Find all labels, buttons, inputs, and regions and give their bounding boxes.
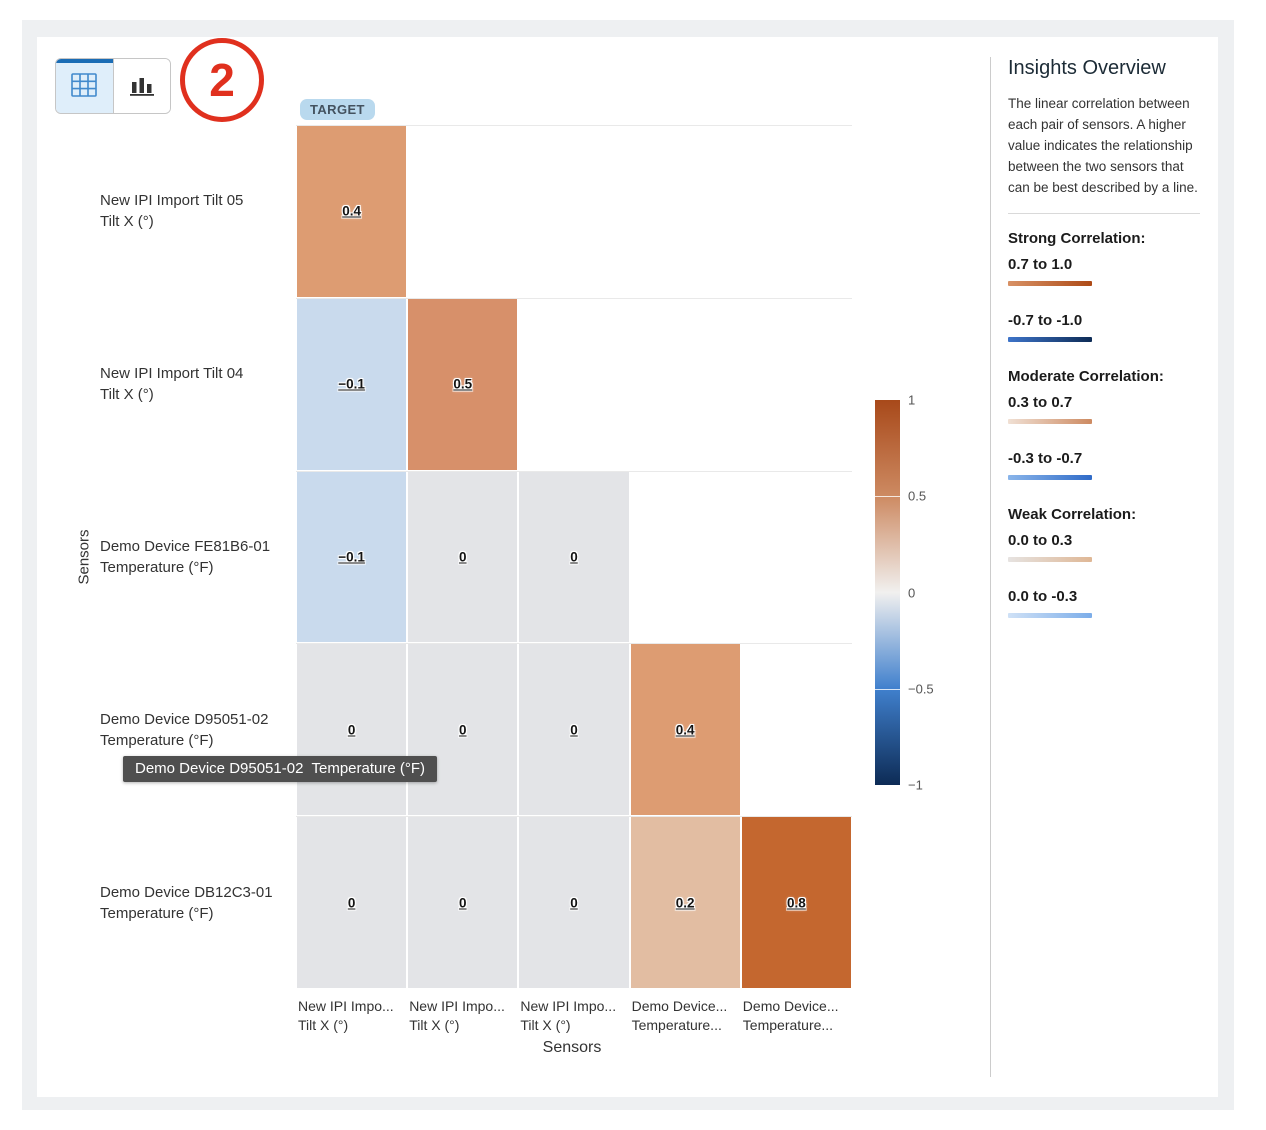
legend-gradient-bar [1008, 336, 1092, 342]
colorbar-tick-label: −1 [908, 777, 923, 793]
insights-divider [1008, 212, 1200, 214]
table-view-button[interactable] [56, 59, 114, 113]
cell-value[interactable]: 0 [347, 722, 356, 738]
row-label: Demo Device D95051-02 Temperature (°F) [100, 710, 269, 749]
colorbar-gradient [875, 400, 900, 785]
legend-heading: Moderate Correlation: [1008, 367, 1164, 385]
cell-value[interactable]: 0.4 [342, 203, 361, 219]
heatmap-cell[interactable]: 0.5 [408, 298, 518, 470]
cell-value[interactable]: 0.2 [675, 895, 695, 911]
legend-gradient-bar [1008, 612, 1092, 618]
legend-range: 0.0 to -0.3 [1008, 587, 1078, 605]
colorbar-tickline [875, 688, 900, 690]
heatmap-cell[interactable]: 0.4 [630, 644, 740, 816]
column-label: New IPI Impo... Tilt X (°) [520, 998, 617, 1033]
cell-value[interactable]: −0.1 [338, 549, 365, 565]
column-label: Demo Device... Temperature... [742, 998, 839, 1033]
colorbar-tick-label: 0.5 [908, 488, 927, 504]
step-annotation: 2 [180, 38, 264, 122]
x-axis-title: Sensors [542, 1039, 602, 1056]
heatmap-cell[interactable]: 0 [519, 644, 629, 816]
legend-gradient-bar [1008, 474, 1092, 480]
legend-gradient-bar [1008, 556, 1092, 562]
heatmap-cell[interactable]: 0 [408, 817, 518, 988]
heatmap-cell[interactable]: 0.4 [297, 126, 407, 297]
y-axis-title: Sensors [75, 529, 93, 585]
bar-chart-icon [129, 73, 155, 100]
step-number: 2 [209, 54, 235, 106]
column-label: New IPI Impo... Tilt X (°) [298, 998, 394, 1033]
hover-tooltip: Demo Device D95051-02 Temperature (°F) [123, 756, 438, 782]
row-separator [296, 816, 852, 818]
panel-divider [990, 57, 991, 1077]
cell-value[interactable]: 0 [459, 722, 467, 738]
legend-range: 0.7 to 1.0 [1008, 255, 1073, 273]
heatmap-cell[interactable]: 0 [297, 817, 407, 988]
cell-value[interactable]: 0.5 [453, 376, 473, 392]
heatmap-cell[interactable]: 0 [408, 644, 518, 816]
row-separator [296, 125, 852, 126]
heatmap-cell[interactable]: 0 [519, 817, 629, 988]
legend-heading: Weak Correlation: [1008, 505, 1137, 523]
colorbar-tick-label: −0.5 [908, 681, 934, 697]
selected-accent-bar [56, 59, 113, 63]
heatmap-row-labels: New IPI Import Tilt 05 Tilt X (°) New IPI … [100, 125, 292, 989]
row-label: Demo Device DB12C3-01 Temperature (°F) [100, 883, 273, 922]
colorbar-tick-label: 1 [908, 392, 916, 408]
row-label: Demo Device FE81B6-01 Temperature (°F) [100, 537, 271, 576]
legend-range: 0.3 to 0.7 [1008, 393, 1073, 411]
heatmap-cell[interactable]: 0.8 [741, 817, 851, 988]
correlation-legend: Strong Correlation: 0.7 to 1.0 -0.7 to -1.… [1008, 230, 1200, 618]
chart-view-button[interactable] [113, 59, 170, 113]
colorbar-tick-label: 0 [908, 585, 916, 600]
heatmap-cell[interactable]: 0 [519, 471, 629, 643]
correlation-heatmap: 0.4 −0.1 0.5 −0.1 0 0 0 0 0 0.4 0 0 0 0.2 0.8 [296, 125, 852, 989]
row-label: New IPI Import Tilt 05 Tilt X (°) [100, 192, 244, 231]
cell-value[interactable]: 0 [459, 549, 467, 565]
insights-card: 2 TARGET 0.4 −0.1 0.5 −0.1 0 0 0 0 0 0.4 0 0 0 0.2 0.8… [37, 37, 1218, 1097]
cell-value[interactable]: 0 [459, 895, 467, 911]
legend-range: 0.0 to 0.3 [1008, 531, 1073, 549]
legend-gradient-bar [1008, 280, 1092, 286]
legend-range: -0.7 to -1.0 [1008, 311, 1083, 329]
cell-value[interactable]: 0 [570, 895, 578, 911]
cell-value[interactable]: 0 [570, 549, 578, 565]
insights-panel: Insights Overview The linear correlation… [1008, 57, 1200, 644]
column-label: New IPI Impo... Tilt X (°) [409, 998, 505, 1033]
target-badge: TARGET [300, 99, 375, 120]
column-label: Demo Device... Temperature... [631, 998, 728, 1033]
legend-heading: Strong Correlation: [1008, 229, 1146, 247]
colorbar: 1 0.5 0 −0.5 −1 [875, 393, 934, 793]
insights-title: Insights Overview [1008, 57, 1166, 79]
cell-value[interactable]: 0.4 [675, 722, 695, 738]
cell-value[interactable]: 0 [347, 895, 356, 911]
heatmap-cell[interactable]: 0 [408, 471, 518, 643]
legend-range: -0.3 to -0.7 [1008, 449, 1083, 467]
row-separator [296, 297, 852, 299]
cell-value[interactable]: −0.1 [338, 376, 365, 392]
heatmap-cell[interactable]: −0.1 [297, 298, 407, 470]
heatmap-cell[interactable]: 0.2 [630, 817, 740, 988]
cell-value[interactable]: 0 [570, 722, 578, 738]
insights-description: The linear correlation between each pair… [1008, 96, 1198, 195]
legend-gradient-bar [1008, 418, 1092, 424]
app-frame: 2 TARGET 0.4 −0.1 0.5 −0.1 0 0 0 0 0 0.4 0 0 0 0.2 0.8… [22, 20, 1234, 1110]
colorbar-tickline [875, 496, 900, 498]
row-label: New IPI Import Tilt 04 Tilt X (°) [100, 365, 244, 404]
row-separator [296, 470, 852, 472]
row-separator [296, 643, 852, 645]
table-grid-icon [71, 72, 98, 100]
view-toggle [55, 58, 171, 114]
heatmap-cell[interactable]: 0 [297, 644, 407, 816]
heatmap-cell[interactable]: −0.1 [297, 471, 407, 643]
cell-value[interactable]: 0.8 [787, 895, 806, 911]
